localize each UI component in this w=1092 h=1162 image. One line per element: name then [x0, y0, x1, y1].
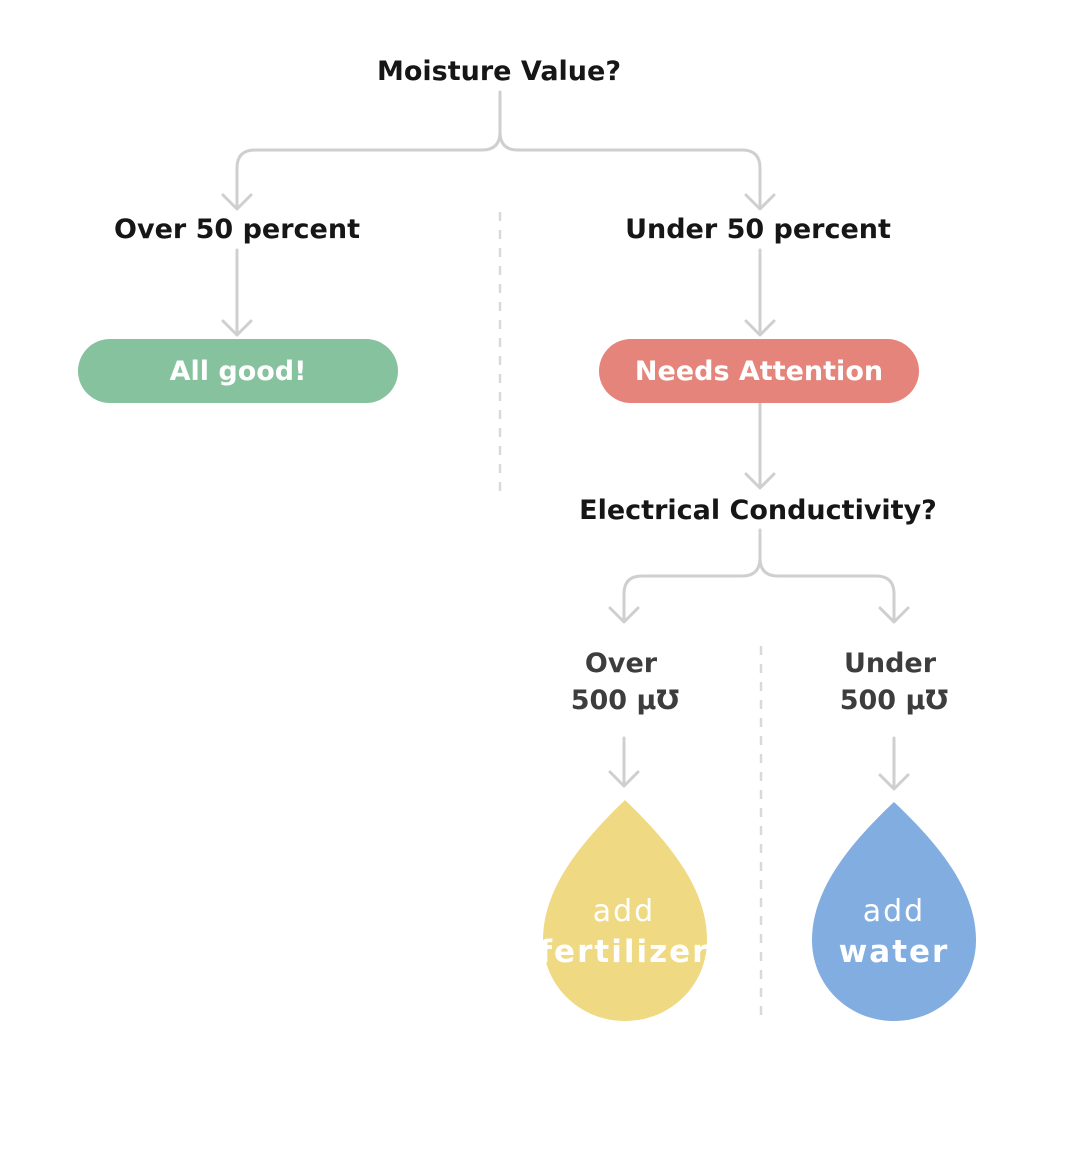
attention-to-conductivity-arrow: [744, 402, 776, 490]
ec-under-label-line2: 500 µ℧: [839, 685, 949, 716]
fertilizer-action: add fertilizer: [539, 892, 710, 972]
fertilizer-action-verb: add: [592, 894, 656, 929]
fertilizer-action-object: fertilizer: [538, 934, 710, 970]
water-drop-shape: [812, 802, 976, 1021]
ec-under-label-line1: Under: [843, 648, 937, 679]
moisture-over-label: Over 50 percent: [114, 214, 360, 245]
fertilizer-drop-shape: [543, 800, 707, 1021]
ec-over-label-line2: 500 µ℧: [570, 685, 680, 716]
ec-under-to-water-arrow: [878, 736, 910, 791]
ec-over-to-fertilizer-arrow: [608, 736, 640, 788]
water-action-verb: add: [862, 894, 926, 929]
moisture-under-label: Under 50 percent: [625, 214, 891, 245]
needs-attention-outcome: Needs Attention: [599, 339, 919, 403]
conductivity-question: Electrical Conductivity?: [579, 495, 937, 526]
water-action-object: water: [838, 934, 950, 970]
under-to-attention-arrow: [744, 248, 776, 337]
moisture-question: Moisture Value?: [377, 56, 621, 87]
ec-over-label-line1: Over: [584, 648, 658, 679]
all-good-outcome: All good!: [78, 339, 398, 403]
moisture-branch-connector: [221, 90, 776, 211]
conductivity-branch-connector: [608, 528, 910, 624]
over-to-good-arrow: [221, 248, 253, 337]
water-action: add water: [839, 892, 950, 972]
